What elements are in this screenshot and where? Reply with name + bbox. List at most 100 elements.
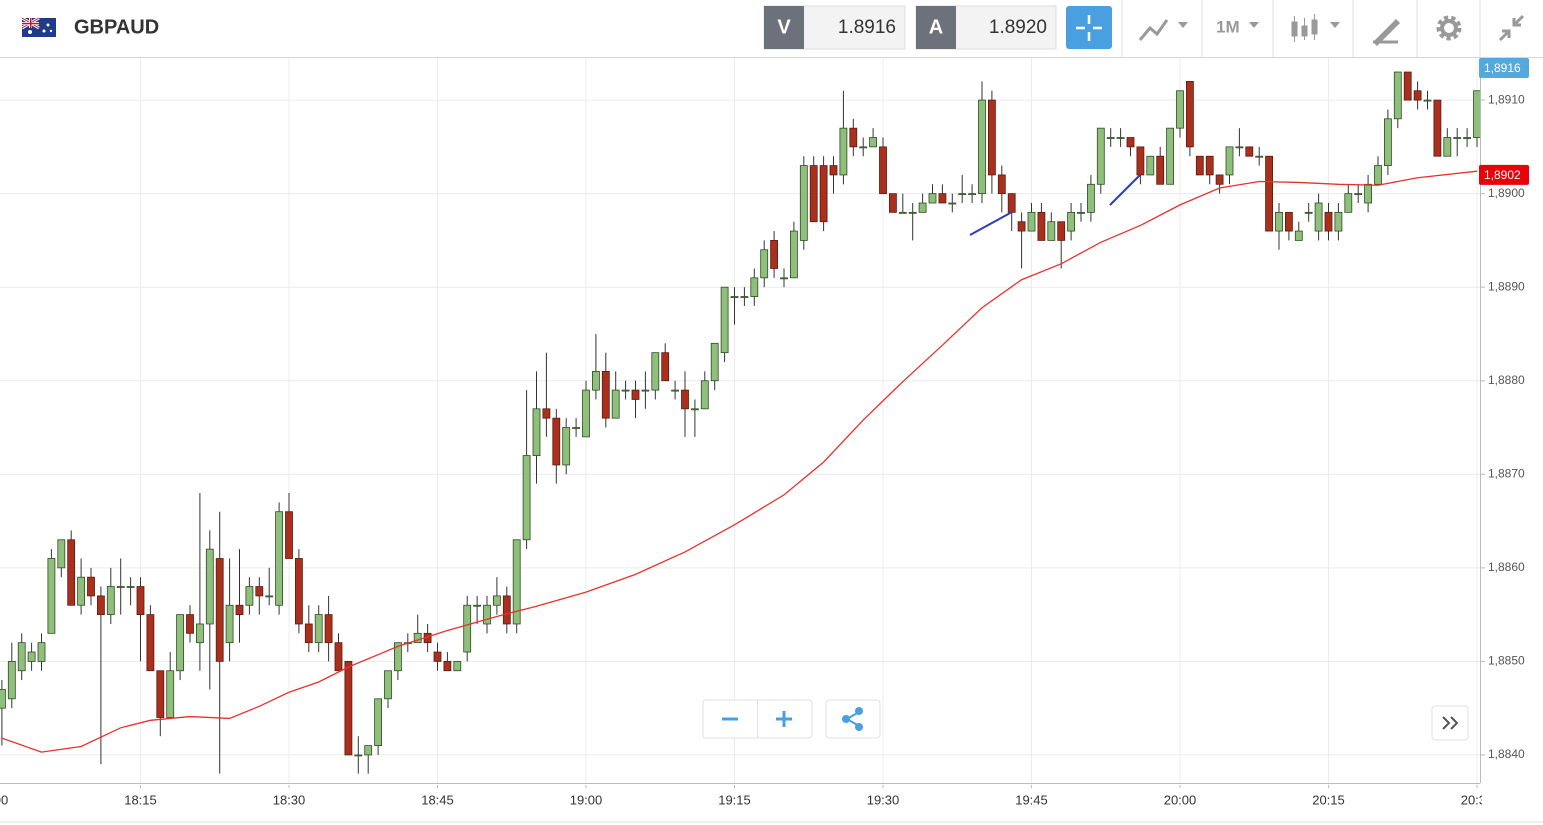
candle-body: [1245, 146, 1254, 157]
candle-body: [1334, 211, 1343, 232]
y-tick-label: 1,8840: [1488, 747, 1525, 761]
candle-body: [97, 595, 105, 616]
bid-price: 1.8916: [838, 17, 896, 38]
x-tick-label: 19:00: [570, 792, 603, 807]
candle-body: [1294, 230, 1303, 241]
candle-body: [849, 127, 858, 148]
candle-body: [374, 698, 383, 746]
candle-body: [1374, 165, 1382, 185]
candle-body: [176, 614, 185, 672]
candle-body: [691, 408, 699, 411]
zoom-controls: [702, 699, 1469, 741]
candle-body: [354, 754, 363, 757]
candle-body: [592, 370, 600, 391]
candle-body: [344, 660, 353, 756]
candle-body: [146, 614, 155, 672]
y-tick-label: 1,8870: [1488, 466, 1525, 480]
candle-body: [433, 651, 442, 662]
candle-body: [47, 558, 56, 634]
candle-body: [1186, 80, 1194, 148]
candle-body: [294, 558, 303, 625]
candle-body: [393, 642, 402, 672]
candle-body: [87, 576, 95, 597]
candle-body: [304, 623, 313, 644]
candle-body: [700, 380, 709, 410]
candle-body: [522, 455, 531, 541]
x-tick-label: 19:15: [718, 792, 751, 807]
candle-body: [1057, 221, 1066, 241]
price-labels: 1,8916 1,8902: [1479, 58, 1529, 185]
candle-body: [918, 202, 927, 213]
timeframe-button[interactable]: 1M: [1216, 17, 1259, 36]
candle-body: [532, 408, 541, 456]
candle-body: [1235, 146, 1244, 149]
price-label: 1,8902: [1484, 168, 1521, 182]
candle-body: [928, 193, 937, 204]
candle-body: [275, 511, 284, 606]
candle-body: [314, 614, 323, 644]
candle-style-button[interactable]: [1291, 14, 1340, 42]
candle-body: [898, 211, 907, 214]
candle-body: [809, 165, 818, 223]
zoom-in-button[interactable]: [776, 711, 792, 727]
candle-body: [1433, 99, 1442, 157]
x-tick-label: 19:30: [867, 792, 900, 807]
separators: [1121, 0, 1481, 57]
bid-box[interactable]: V 1.8916: [763, 5, 906, 50]
settings-button[interactable]: [1436, 15, 1462, 41]
candle-body: [106, 586, 115, 616]
candle-body: [997, 174, 1006, 195]
candle-body: [1156, 155, 1165, 185]
candle-body: [1126, 137, 1135, 148]
bid-label: V: [777, 16, 791, 38]
candle-body: [483, 604, 491, 625]
candle-body: [1473, 90, 1480, 138]
candle-body: [582, 389, 590, 438]
candle-body: [760, 249, 769, 279]
candle-body: [1205, 155, 1214, 176]
candle-body: [879, 146, 887, 195]
candle-body: [740, 296, 749, 298]
candle-body: [126, 586, 135, 588]
candle-body: [156, 670, 165, 718]
candle-body: [1136, 146, 1145, 176]
candle-body: [611, 389, 620, 419]
candle-body: [978, 99, 986, 195]
candle-body: [1077, 211, 1085, 214]
candle-body: [186, 614, 194, 634]
candle-body: [948, 202, 957, 205]
candle-body: [681, 389, 689, 410]
candle-body: [1116, 137, 1125, 139]
crosshair-button[interactable]: [1066, 6, 1112, 49]
share-button[interactable]: [825, 699, 881, 739]
candle-body: [730, 296, 739, 298]
ask-box[interactable]: A 1.8920: [915, 5, 1057, 50]
scroll-end-button[interactable]: [1431, 705, 1469, 741]
candle-body: [1225, 146, 1234, 176]
candle-body: [1007, 193, 1016, 213]
price-label-box: [1479, 164, 1529, 185]
draw-button[interactable]: [1373, 19, 1400, 46]
candle-body: [1027, 211, 1036, 232]
candle-body: [205, 548, 214, 625]
candle-body: [27, 651, 36, 662]
candle-body: [790, 230, 798, 279]
candle-body: [1037, 211, 1046, 241]
candle-body: [710, 342, 719, 382]
x-tick-label: 19:45: [1015, 792, 1048, 807]
candle-body: [1384, 118, 1392, 166]
candle-body: [1047, 221, 1056, 241]
candle-body: [1215, 174, 1224, 185]
candle-body: [1285, 211, 1293, 232]
chart-type-button[interactable]: [1138, 19, 1188, 41]
candle-body: [631, 389, 640, 400]
candle-body: [245, 586, 254, 606]
collapse-button[interactable]: [1498, 14, 1525, 42]
candle-body: [0, 689, 6, 709]
candle-body: [17, 642, 26, 672]
x-tick-label: 20:00: [1164, 792, 1197, 807]
candle-body: [1017, 221, 1026, 232]
candle-body: [502, 595, 511, 625]
candle-body: [1403, 71, 1412, 101]
